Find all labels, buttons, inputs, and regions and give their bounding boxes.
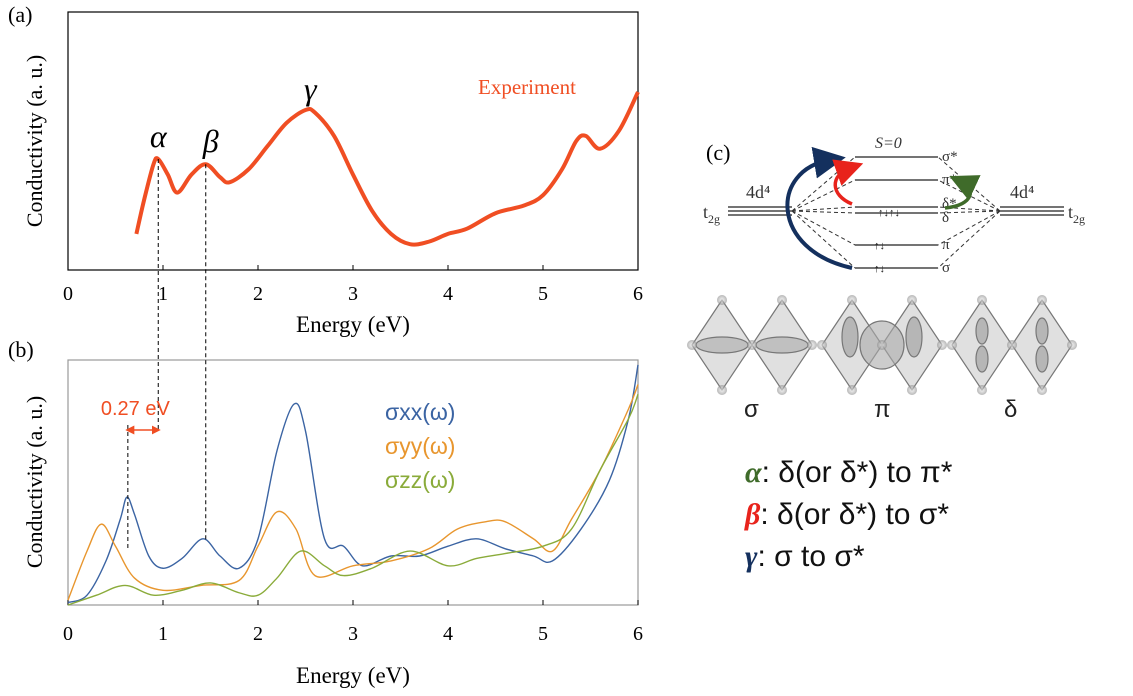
x-tick-label: 6	[633, 283, 643, 305]
level-label: σ	[942, 260, 950, 276]
orbital-label: t2g	[703, 202, 720, 226]
legend-text: : δ(or δ*) to σ*	[760, 498, 949, 531]
orbital-name: σ	[744, 396, 759, 423]
level-label: δ	[942, 210, 949, 226]
legend-text: : δ(or δ*) to π*	[762, 456, 953, 489]
x-tick-label: 0	[63, 623, 73, 645]
svg-text:↑↓: ↑↓	[874, 240, 885, 252]
orbital-sub: 2g	[1073, 212, 1085, 226]
orbital-name: δ	[1004, 396, 1017, 423]
series-line	[136, 92, 638, 245]
y-axis-label: Conductivity (a. u.)	[22, 55, 47, 227]
legend-entry: β: δ(or δ*) to σ*	[744, 498, 949, 531]
peak-label: β	[202, 123, 219, 159]
legend-label: σxx(ω)	[385, 399, 455, 425]
spin-arrows: ↑↓↑↓↑↓↑↓	[874, 207, 900, 275]
legend-symbol: α	[745, 456, 762, 489]
legend-symbol: γ	[745, 540, 758, 573]
x-tick-label: 6	[633, 623, 643, 645]
level-label: σ*	[942, 149, 958, 165]
panel-label: (b)	[8, 337, 34, 362]
x-tick-label: 3	[348, 623, 358, 645]
x-axis-label: Energy (eV)	[296, 312, 410, 337]
series-line	[68, 394, 638, 605]
svg-text:↑↓: ↑↓	[874, 263, 885, 275]
spin-label: S=0	[875, 135, 902, 152]
legend-label: σyy(ω)	[385, 433, 455, 459]
orbital-sub: 2g	[708, 212, 720, 226]
y-axis-label: Conductivity (a. u.)	[22, 396, 47, 568]
x-tick-label: 0	[63, 283, 73, 305]
config-label: 4d⁴	[1010, 182, 1034, 202]
x-tick-label: 5	[538, 623, 548, 645]
x-tick-label: 5	[538, 283, 548, 305]
shift-label: 0.27 eV	[101, 398, 171, 420]
gamma-arrow	[787, 160, 852, 268]
level-label: π*	[942, 172, 957, 188]
panel-label: (c)	[706, 140, 730, 165]
legend-entry: γ: σ to σ*	[745, 540, 865, 573]
legend-symbol: β	[744, 498, 761, 531]
orbital-names: σ π δ	[744, 396, 1017, 423]
x-tick-label: 4	[443, 283, 453, 305]
peak-label: γ	[304, 70, 318, 106]
x-tick-label: 4	[443, 623, 453, 645]
peak-label: α	[150, 118, 168, 154]
orbital-label: t2g	[1068, 202, 1085, 226]
legend-label: Experiment	[478, 75, 576, 99]
x-tick-label: 1	[158, 623, 168, 645]
x-tick-label: 3	[348, 283, 358, 305]
plot-frame	[68, 360, 638, 605]
legend-label: σzz(ω)	[385, 467, 455, 493]
svg-text:↑↓↑↓: ↑↓↑↓	[878, 207, 900, 219]
legend-text: : σ to σ*	[757, 540, 864, 573]
energy-diagram: (c) S=0 ↑↓↑↓↑↓↑↓ σ* π* δ* δ π σ 4d⁴ 4d⁴ …	[703, 135, 1085, 276]
orbital-pictures	[687, 295, 1077, 395]
x-axis-label: Energy (eV)	[296, 663, 410, 688]
orbital-name: π	[874, 396, 891, 423]
figure: (c) S=0 ↑↓↑↓↑↓↑↓ σ* π* δ* δ π σ 4d⁴ 4d⁴ …	[0, 0, 1133, 696]
x-tick-label: 2	[253, 623, 263, 645]
x-tick-label: 1	[158, 283, 168, 305]
config-label: 4d⁴	[746, 182, 770, 202]
legend-entry: α: δ(or δ*) to π*	[745, 456, 953, 489]
panel-label: (a)	[8, 2, 32, 27]
transition-legend: α: δ(or δ*) to π*β: δ(or δ*) to σ*γ: σ t…	[744, 456, 953, 573]
level-label: π	[942, 237, 950, 253]
x-tick-label: 2	[253, 283, 263, 305]
